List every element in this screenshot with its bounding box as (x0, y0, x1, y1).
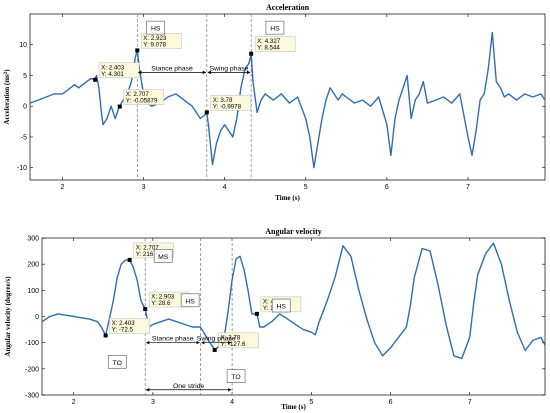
datatip-x: X: 2.707 (126, 91, 150, 98)
event-label-box (226, 369, 246, 383)
datatip-y: Y: 8.544 (257, 45, 280, 52)
x-tick-label: 3 (151, 399, 155, 406)
datatip-y: Y: -127.6 (221, 341, 246, 348)
y-tick-label: 5 (23, 73, 27, 80)
x-tick-label: 5 (309, 399, 313, 406)
datatip-box (109, 318, 150, 334)
datatip-box (98, 62, 140, 79)
x-axis-label: Time (s) (275, 194, 300, 202)
datatip-marker (254, 311, 259, 316)
datatip-marker (127, 257, 132, 262)
event-label: HS (185, 298, 195, 305)
chart-title: Acceleration (266, 3, 310, 12)
y-tick-label: -100 (25, 340, 39, 347)
event-label: HS (270, 26, 280, 33)
event-label: HS (276, 304, 286, 311)
datatip-y: Y: 4.301 (101, 71, 124, 78)
phase-label: Swing phase (197, 336, 236, 343)
x-tick-label: 2 (72, 399, 76, 406)
datatip-box (254, 36, 296, 52)
y-axis-label: Angular velocity (degree/s) (4, 276, 12, 357)
y-tick-label: -200 (25, 366, 39, 373)
y-tick-label: 0 (23, 104, 27, 111)
datatip-marker (93, 77, 98, 82)
datatip-x: X: 2.903 (151, 294, 175, 301)
x-tick-label: 2 (60, 184, 64, 191)
x-tick-label: 4 (230, 399, 234, 406)
datatip-marker (135, 48, 140, 53)
datatip-marker (249, 51, 254, 56)
datatip-x: X: 2.707 (136, 244, 160, 251)
datatip-y: Y: 28.6 (151, 300, 171, 307)
plot-frame (29, 13, 546, 181)
datatip-box (123, 89, 165, 105)
datatip-y: Y: 216.2 (136, 251, 159, 258)
event-label-box (153, 249, 173, 263)
y-tick-label: 10 (19, 42, 27, 49)
x-tick-label: 3 (142, 184, 146, 191)
event-label: MS (158, 254, 169, 261)
datatip-x: X: 3.78 (221, 334, 241, 341)
x-tick-label: 4 (223, 184, 227, 191)
event-label-box (180, 293, 200, 308)
x-tick-label: 7 (468, 399, 472, 406)
phase-label: Stance phase (152, 336, 194, 343)
x-tick-label: 7 (466, 184, 470, 191)
series-line (29, 31, 546, 169)
phase-label: Swing phase (210, 65, 249, 72)
series-line (41, 242, 546, 360)
datatip-marker (117, 104, 122, 109)
x-tick-label: 6 (389, 399, 393, 406)
datatip-x: X: 2.923 (143, 35, 167, 42)
event-label-box (265, 20, 285, 35)
y-tick-label: 0 (35, 314, 39, 321)
chart-title: Angular velocity (265, 227, 322, 236)
datatip-marker (212, 347, 217, 352)
datatip-x: X: 2.403 (101, 64, 125, 71)
y-axis-label: Acceleration (ms2) (3, 69, 11, 125)
y-axis-label-end: ) (3, 69, 11, 72)
phase-label: One stride (173, 383, 205, 390)
datatip-x: X: 3.78 (213, 97, 233, 104)
datatip-y: Y: -0.9978 (213, 103, 242, 110)
datatip-box (210, 95, 252, 111)
event-label: HS (151, 26, 161, 33)
plot-frame (41, 237, 546, 396)
y-tick-label: -10 (17, 165, 27, 172)
y-tick-label: -5 (21, 134, 27, 141)
datatip-y: Y: -72.5 (112, 326, 134, 333)
datatip-marker (204, 110, 209, 115)
y-tick-label: 100 (27, 288, 39, 295)
event-label-box (107, 354, 127, 369)
datatip-y: Y: -0.05879 (126, 98, 158, 105)
event-label-box (146, 20, 166, 35)
x-axis-label: Time (s) (281, 403, 306, 411)
x-tick-label: 6 (385, 184, 389, 191)
datatip-y: Y: 9.078 (143, 41, 166, 48)
datatip-x: X: 4.327 (257, 38, 281, 45)
event-label-box (271, 298, 291, 313)
y-tick-label: -300 (25, 393, 39, 400)
y-tick-label: 300 (27, 236, 39, 243)
datatip-marker (103, 333, 108, 338)
event-label: TO (113, 360, 122, 367)
phase-label: Stance phase (151, 65, 193, 72)
x-tick-label: 5 (304, 184, 308, 191)
y-tick-label: 200 (27, 262, 39, 269)
datatip-x: X: 2.403 (112, 320, 136, 327)
datatip-marker (143, 307, 148, 312)
event-label: TO (231, 374, 240, 381)
chart-1: Angular velocity Time (s) Angular velocity… (4, 227, 546, 411)
y-axis-label-sup: 2 (4, 71, 9, 74)
